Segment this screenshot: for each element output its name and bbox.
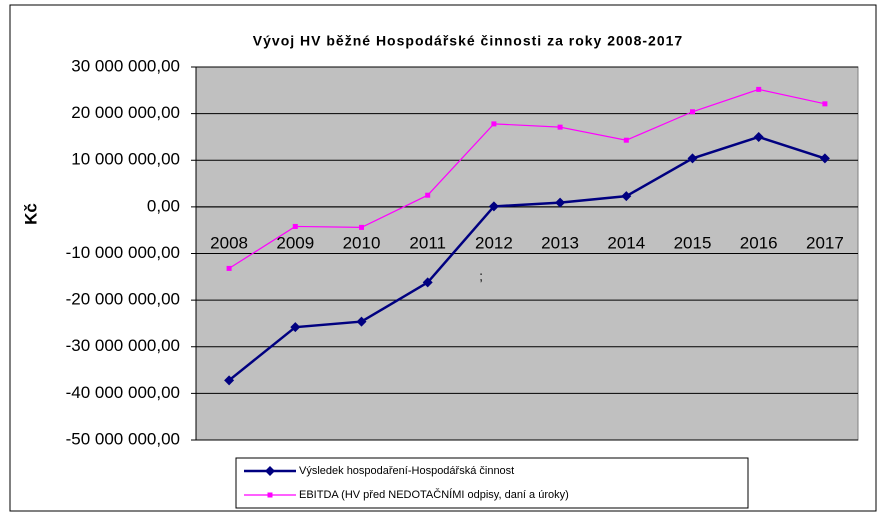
point (623, 137, 629, 143)
x-tick-label: 2012 (475, 233, 513, 252)
y-tick-label: 20 000 000,00 (71, 103, 180, 122)
point (555, 197, 566, 208)
point (491, 121, 497, 127)
x-tick-label: 2015 (674, 233, 712, 252)
annotation: ; (479, 268, 483, 283)
series-line (228, 135, 826, 382)
x-tick-label: 2010 (343, 233, 381, 252)
point (425, 192, 431, 198)
point (756, 86, 762, 92)
x-tick-label: 2017 (806, 233, 844, 252)
legend-label: EBITDA (HV před NEDOTAČNÍMI odpisy, daní… (299, 488, 569, 501)
y-tick-label: -10 000 000,00 (66, 243, 180, 262)
point (690, 109, 695, 115)
point (753, 131, 764, 142)
legend-label: Výsledek hospodaření-Hospodářská činnost (299, 465, 514, 477)
legend-marker (265, 466, 275, 476)
y-tick-label: -40 000 000,00 (66, 383, 180, 402)
point (822, 101, 828, 107)
legend: Výsledek hospodaření-Hospodářská činnost… (235, 457, 749, 509)
point (224, 375, 235, 386)
point (819, 153, 830, 164)
y-tick-label: -50 000 000,00 (66, 429, 180, 448)
point (356, 316, 367, 327)
x-tick-label: 2013 (541, 233, 579, 252)
point (687, 153, 698, 164)
legend-marker (267, 492, 273, 498)
x-tick-label: 2011 (409, 233, 446, 252)
y-tick-label: 30 000 000,00 (71, 56, 180, 75)
point (557, 124, 563, 130)
y-tick-label: 10 000 000,00 (71, 150, 180, 169)
point (621, 191, 632, 202)
y-tick-label: 0,00 (147, 196, 180, 215)
point (488, 201, 499, 212)
x-tick-label: 2014 (607, 233, 645, 252)
chart-title: Vývoj HV běžné Hospodářské činnosti za r… (253, 33, 683, 49)
x-tick-label: 2008 (210, 233, 248, 252)
y-axis-label: Kč (21, 203, 40, 225)
point (226, 265, 232, 271)
x-tick-label: 2009 (276, 233, 314, 252)
y-tick-label: -20 000 000,00 (66, 290, 180, 309)
series-line (228, 88, 826, 269)
point (359, 224, 364, 230)
y-tick-label: -30 000 000,00 (66, 336, 180, 355)
legend-box (235, 457, 749, 509)
point (292, 223, 298, 229)
point (290, 322, 301, 333)
x-tick-label: 2016 (740, 233, 778, 252)
point (422, 277, 433, 288)
